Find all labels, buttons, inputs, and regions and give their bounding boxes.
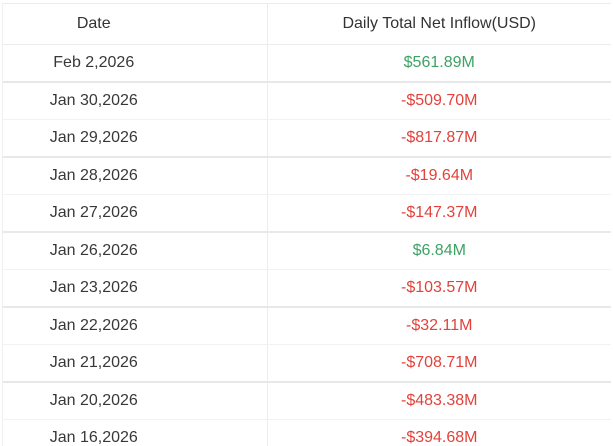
column-header-daily-total-net-inflow: Daily Total Net Inflow(USD) — [267, 4, 611, 45]
net-inflow-value: -$708.71M — [267, 345, 611, 383]
table-row: Jan 30,2026-$509.70M — [3, 82, 611, 120]
table-row: Jan 16,2026-$394.68M — [3, 420, 611, 446]
table-row: Jan 23,2026-$103.57M — [3, 270, 611, 308]
table-row: Jan 28,2026-$19.64M — [3, 157, 611, 195]
table-row: Jan 27,2026-$147.37M — [3, 195, 611, 233]
net-inflow-value: -$103.57M — [267, 270, 611, 308]
table-header: Date Daily Total Net Inflow(USD) — [3, 4, 611, 45]
table-row: Jan 26,2026$6.84M — [3, 232, 611, 270]
column-header-date: Date — [3, 4, 267, 45]
date-cell: Jan 21,2026 — [3, 345, 267, 383]
net-inflow-value: -$509.70M — [267, 82, 611, 120]
table-row: Jan 21,2026-$708.71M — [3, 345, 611, 383]
net-inflow-value: -$19.64M — [267, 157, 611, 195]
date-cell: Jan 29,2026 — [3, 120, 267, 158]
date-cell: Jan 28,2026 — [3, 157, 267, 195]
date-cell: Jan 16,2026 — [3, 420, 267, 446]
table-row: Jan 29,2026-$817.87M — [3, 120, 611, 158]
date-cell: Jan 26,2026 — [3, 232, 267, 270]
table-row: Feb 2,2026$561.89M — [3, 45, 611, 83]
net-inflow-value: $6.84M — [267, 232, 611, 270]
date-cell: Jan 23,2026 — [3, 270, 267, 308]
date-cell: Jan 30,2026 — [3, 82, 267, 120]
table-row: Jan 22,2026-$32.11M — [3, 307, 611, 345]
net-inflow-value: -$483.38M — [267, 382, 611, 420]
date-cell: Jan 22,2026 — [3, 307, 267, 345]
date-cell: Jan 20,2026 — [3, 382, 267, 420]
net-inflow-value: -$32.11M — [267, 307, 611, 345]
net-inflow-value: -$394.68M — [267, 420, 611, 446]
date-cell: Feb 2,2026 — [3, 45, 267, 83]
header-row: Date Daily Total Net Inflow(USD) — [3, 4, 611, 45]
net-inflow-value: -$817.87M — [267, 120, 611, 158]
net-inflow-value: -$147.37M — [267, 195, 611, 233]
date-cell: Jan 27,2026 — [3, 195, 267, 233]
daily-net-inflow-table: Date Daily Total Net Inflow(USD) Feb 2,2… — [3, 4, 611, 446]
table-row: Jan 20,2026-$483.38M — [3, 382, 611, 420]
net-inflow-table: Date Daily Total Net Inflow(USD) Feb 2,2… — [2, 3, 611, 446]
net-inflow-value: $561.89M — [267, 45, 611, 83]
